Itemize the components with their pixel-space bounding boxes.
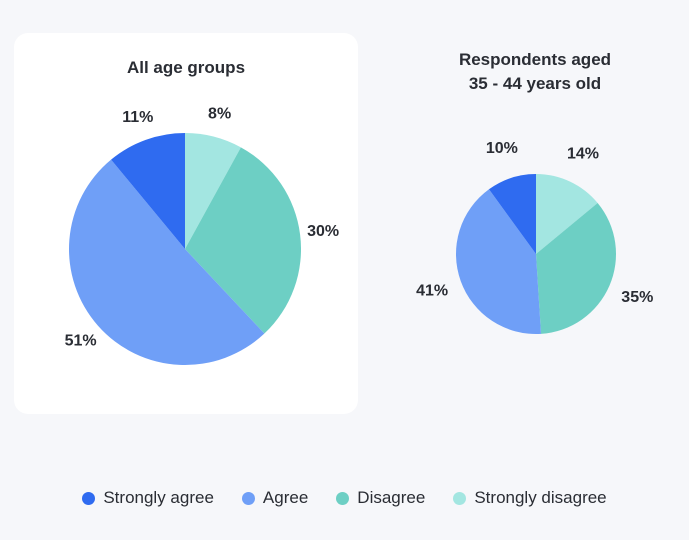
pie-label-disagree: 35%: [621, 289, 653, 306]
legend-swatch: [241, 491, 255, 505]
legend-label: Disagree: [357, 488, 426, 507]
chart-title-all-ages: All age groups: [126, 58, 246, 77]
pie-label-disagree: 30%: [307, 223, 339, 240]
pie-slice-agree: [69, 159, 265, 365]
pie-slice-strongly-agree: [488, 174, 536, 254]
pie-label-strongly-disagree: 14%: [567, 145, 599, 162]
legend-item-strongly-agree: Strongly agree: [82, 488, 214, 508]
pie-35-44: 14% 35% 41% 10%: [416, 140, 653, 334]
chart-title-35-44: Respondents aged 35 - 44 years old: [458, 50, 612, 93]
pie-slice-strongly-agree: [111, 133, 185, 249]
pie-slice-disagree: [536, 203, 616, 334]
legend-item-agree: Agree: [241, 488, 309, 508]
pie-label-agree: 51%: [65, 332, 97, 349]
pie-slice-agree: [456, 189, 542, 334]
pie-label-strongly-agree: 11%: [122, 109, 153, 126]
legend-swatch: [336, 491, 350, 505]
legend-label: Strongly disagree: [474, 488, 607, 507]
pie-label-strongly-disagree: 8%: [208, 105, 231, 122]
pie-label-strongly-agree: 10%: [486, 140, 518, 157]
legend-swatch: [82, 491, 96, 505]
legend-item-disagree: Disagree: [336, 488, 425, 508]
legend-swatch: [453, 491, 467, 505]
pie-all-ages: 8% 30% 51% 11%: [65, 105, 339, 365]
legend-item-strongly-disagree: Strongly disagree: [453, 488, 607, 508]
legend-label: Strongly agree: [103, 488, 214, 507]
legend-label: Agree: [262, 488, 309, 507]
pie-slice-disagree: [185, 147, 302, 334]
chart-legend: Strongly agree Agree Disagree Strongly disa…: [0, 488, 689, 508]
pie-label-agree: 41%: [416, 283, 448, 300]
pie-slice-strongly-disagree: [536, 174, 598, 254]
pie-slice-strongly-disagree: [185, 133, 241, 249]
